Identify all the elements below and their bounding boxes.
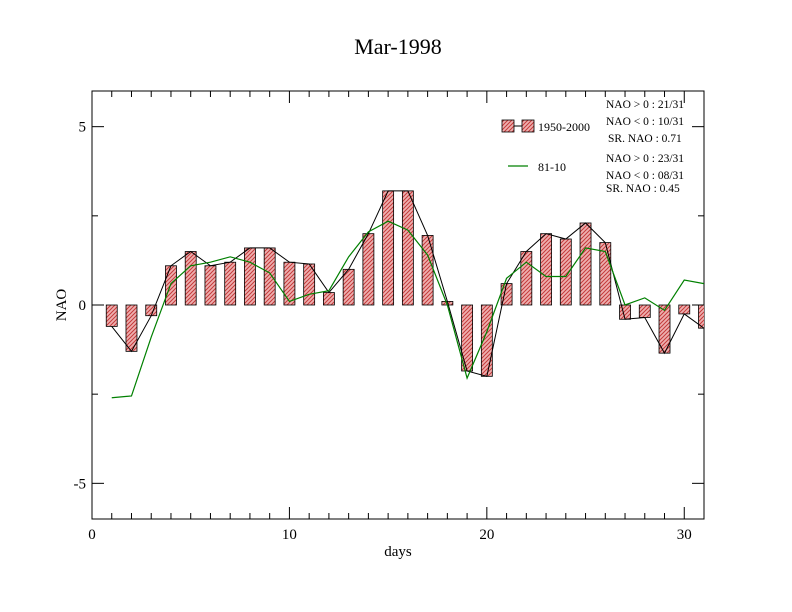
bar-day-22 [520,251,533,306]
legend: 1950-2000 81-10 [501,119,590,174]
y-axis-ticks: 5 0 -5 [74,120,704,492]
legend-item-81-10: 81-10 [508,160,566,174]
chart-title: Mar-1998 [354,34,442,59]
y-tick-label: -5 [74,476,87,492]
legend-item-1950-2000: 1950-2000 [501,119,590,134]
series-line-1950-2000 [111,190,704,377]
bar-series [105,190,704,377]
bar-day-10 [283,261,296,306]
x-tick-label: 0 [88,527,96,543]
annotation-nao-pos-2: NAO > 0 : 23/31 [606,153,684,165]
bar-day-28 [638,304,651,318]
bar-day-27 [619,304,631,320]
annotation-nao-pos-1: NAO > 0 : 21/31 [606,99,684,111]
bar-day-9 [263,247,276,306]
x-tick-label: 10 [282,527,297,543]
annotation-nao-neg-2: NAO < 0 : 08/31 [606,170,684,182]
annotation-sr-nao-2: SR. NAO : 0.45 [606,183,680,195]
bar-day-25 [579,222,592,306]
bar-day-14 [362,233,375,306]
y-tick-label: 5 [79,120,87,136]
bar-day-17 [421,235,434,306]
bar-day-15 [382,190,395,306]
bar-day-4 [165,265,177,306]
x-tick-label: 30 [677,527,692,543]
x-axis-ticks: 0 10 20 30 [88,91,705,543]
bar-day-16 [401,190,414,306]
bar-day-7 [224,261,237,306]
annotation-nao-neg-1: NAO < 0 : 10/31 [606,116,684,128]
x-axis-label: days [384,544,412,560]
x-tick-label: 20 [479,527,494,543]
bar-day-8 [244,247,256,306]
bar-day-13 [342,268,355,306]
legend-label-81-10: 81-10 [538,160,566,174]
bar-day-19 [461,304,473,372]
bar-day-30 [678,304,691,315]
legend-swatch-bar-right [521,119,535,133]
stats-annotations: NAO > 0 : 21/31 NAO < 0 : 10/31 SR. NAO … [606,99,684,195]
series-line-81-10 [111,220,704,399]
bar-day-5 [184,251,197,306]
annotation-sr-nao-1: SR. NAO : 0.71 [608,133,682,145]
bar-day-1 [105,304,118,327]
legend-swatch-bar-left [501,119,515,133]
bar-day-12 [323,292,335,306]
y-tick-label: 0 [79,298,87,314]
y-axis-label: NAO [54,289,70,322]
bar-day-24 [559,238,572,306]
bar-day-6 [204,265,217,306]
bar-day-23 [540,233,552,306]
line-series [111,190,704,399]
legend-label-1950-2000: 1950-2000 [538,120,590,134]
bar-day-31 [698,304,704,329]
